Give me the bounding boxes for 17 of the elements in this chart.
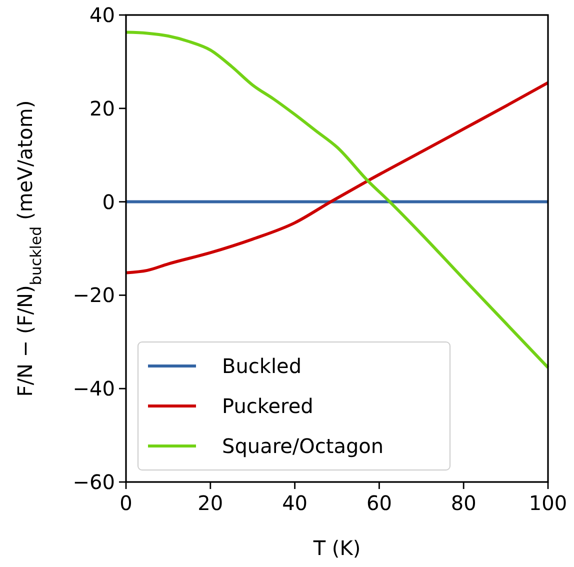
line-series bbox=[124, 81, 550, 274]
y-tick-label: 0 bbox=[102, 190, 115, 214]
x-tick-label: 60 bbox=[366, 491, 392, 515]
y-tick-label: −40 bbox=[72, 376, 115, 401]
x-tick-label: 100 bbox=[528, 491, 568, 515]
y-tick-label: 40 bbox=[90, 3, 115, 27]
y-tick-label: 20 bbox=[90, 96, 115, 120]
legend-label: Buckled bbox=[222, 354, 302, 378]
x-tick-label: 20 bbox=[198, 491, 224, 515]
x-tick-label: 40 bbox=[282, 491, 308, 515]
x-tick-label: 0 bbox=[120, 491, 132, 515]
x-tick-label: 80 bbox=[450, 491, 476, 515]
y-tick-label: −60 bbox=[72, 470, 115, 494]
y-tick-label: −20 bbox=[72, 283, 115, 308]
legend-label: Puckered bbox=[222, 394, 314, 418]
legend-label: Square/Octagon bbox=[222, 434, 384, 458]
x-axis-title: T (K) bbox=[312, 536, 361, 560]
